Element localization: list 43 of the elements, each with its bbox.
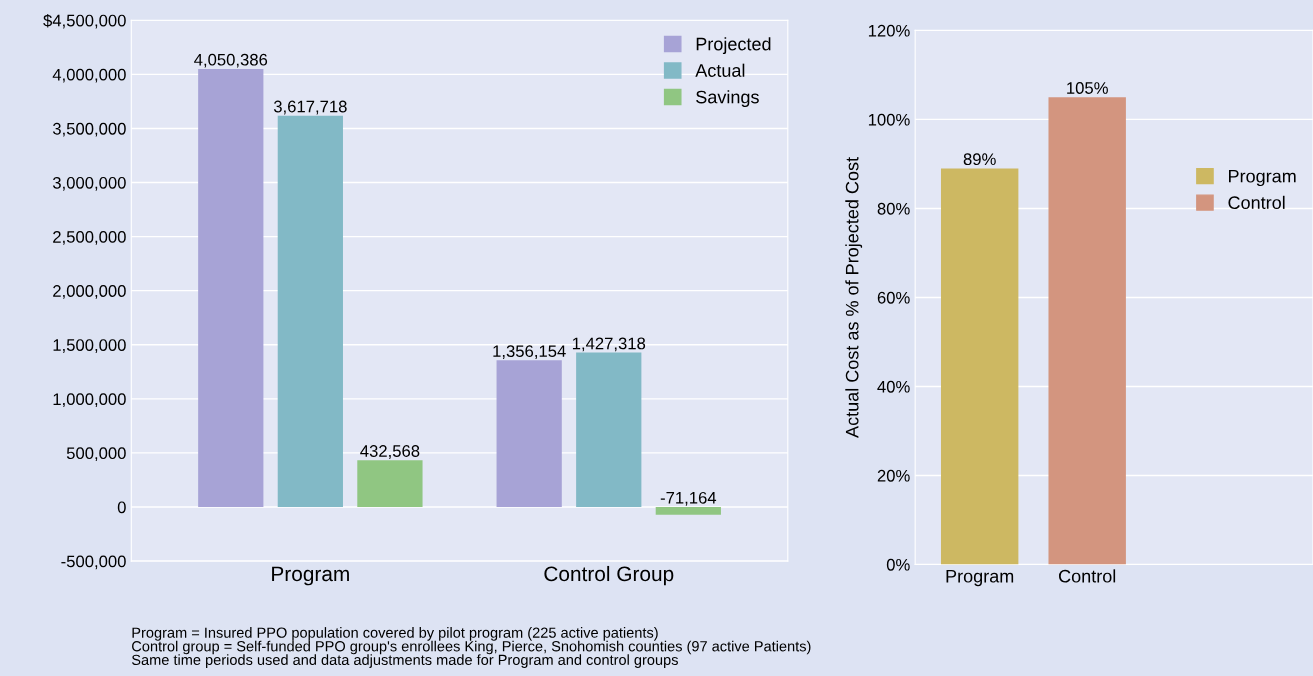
y-tick-label: 20%	[877, 469, 910, 482]
y-tick-label: 2,500,000	[53, 231, 126, 245]
legend-label: Savings	[696, 90, 759, 107]
data-label: 105%	[1067, 82, 1108, 94]
y-tick-label: 500,000	[66, 447, 126, 462]
y-tick-label: 0	[117, 501, 126, 514]
legend-label: Projected	[696, 37, 771, 54]
data-label: -71,164	[660, 491, 717, 506]
y-tick-label: 120%	[868, 24, 910, 37]
legend-label: Actual	[695, 63, 745, 77]
bar	[277, 115, 343, 507]
bar	[496, 360, 562, 507]
legend-label: Program	[1229, 169, 1296, 187]
data-label: 1,356,154	[493, 345, 566, 359]
y-tick-label: 40%	[877, 380, 910, 393]
y-tick-label: 2,000,000	[53, 285, 126, 299]
data-label: 432,568	[360, 445, 420, 459]
bar	[357, 460, 423, 507]
x-tick-label: Control Group	[544, 565, 674, 586]
bar	[198, 68, 264, 507]
x-tick-label: Control	[1059, 569, 1116, 583]
y-tick-label: 1,000,000	[53, 393, 126, 408]
data-label: 4,050,386	[194, 53, 268, 68]
y-tick-label: $4,500,000	[43, 13, 126, 29]
x-tick-label: Program	[946, 569, 1014, 587]
y-tick-label: 0%	[886, 558, 910, 571]
data-label: 3,617,718	[273, 100, 347, 115]
text: Program = Insured PPO population covered by pilot program (225 active patients) Control group = Self-funded PPO group's enrollees King, Pierce, Snohomish counties (97 active Patients) Same time periods used and data adjustments made for Program and control groups	[131, 627, 811, 668]
legend-label: Control	[1228, 195, 1285, 210]
y-tick-label: 80%	[877, 202, 910, 215]
x-tick-label: Program	[272, 566, 349, 586]
y-tick-label: -500,000	[61, 555, 126, 570]
y-axis-title: Actual Cost as % of Projected Cost	[845, 157, 863, 438]
data-label: 89%	[963, 153, 996, 166]
data-label: 1,427,318	[572, 337, 646, 352]
y-tick-label: 4,000,000	[52, 68, 126, 83]
y-tick-label: 60%	[877, 291, 910, 304]
y-tick-label: 1,500,000	[53, 339, 126, 353]
y-tick-label: 3,000,000	[52, 176, 126, 191]
y-tick-label: 100%	[868, 113, 910, 126]
bar	[655, 507, 721, 515]
y-tick-label: 3,500,000	[52, 122, 126, 137]
bar	[576, 352, 642, 507]
